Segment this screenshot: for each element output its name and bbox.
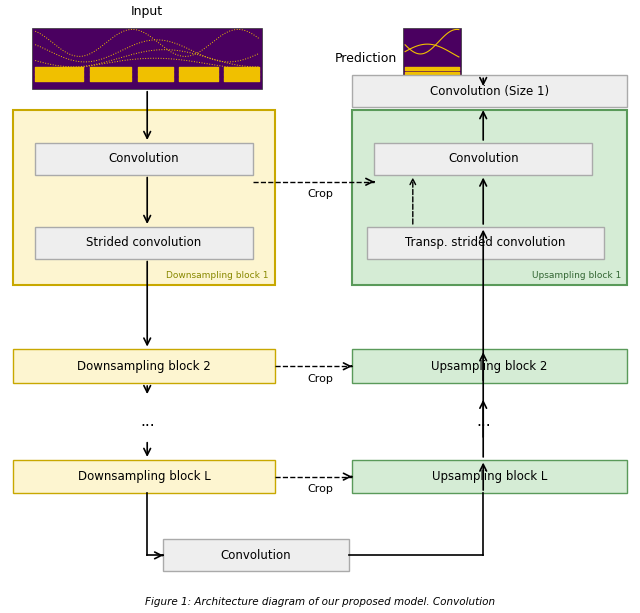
Text: Convolution (Size 1): Convolution (Size 1) xyxy=(430,85,549,98)
Text: Crop: Crop xyxy=(307,373,333,384)
Bar xyxy=(32,28,262,89)
Text: Upsampling block 1: Upsampling block 1 xyxy=(532,271,621,280)
Text: ...: ... xyxy=(476,414,490,429)
Bar xyxy=(35,143,253,175)
Text: Upsampling block 2: Upsampling block 2 xyxy=(431,360,548,373)
Bar xyxy=(352,349,627,383)
Text: Transp. strided convolution: Transp. strided convolution xyxy=(405,236,565,249)
Text: Downsampling block 1: Downsampling block 1 xyxy=(166,271,269,280)
Text: Input: Input xyxy=(131,6,163,18)
Text: Figure 1: Architecture diagram of our proposed model. Convolution: Figure 1: Architecture diagram of our pr… xyxy=(145,597,495,607)
Text: Strided convolution: Strided convolution xyxy=(86,236,202,249)
Bar xyxy=(352,110,627,285)
Text: Upsampling block L: Upsampling block L xyxy=(432,470,547,483)
Bar xyxy=(374,143,592,175)
Text: Downsampling block L: Downsampling block L xyxy=(77,470,211,483)
Text: Convolution: Convolution xyxy=(221,549,291,562)
Bar xyxy=(163,539,349,571)
Bar xyxy=(35,227,253,259)
Bar xyxy=(403,28,461,89)
Bar xyxy=(13,110,275,285)
Bar xyxy=(352,460,627,493)
Bar xyxy=(13,349,275,383)
Text: Convolution: Convolution xyxy=(448,152,518,166)
Text: Prediction: Prediction xyxy=(335,51,397,65)
Text: ...: ... xyxy=(140,414,154,429)
Text: Convolution: Convolution xyxy=(109,152,179,166)
Text: Crop: Crop xyxy=(307,484,333,494)
Bar xyxy=(367,227,604,259)
Bar xyxy=(352,75,627,107)
Text: Downsampling block 2: Downsampling block 2 xyxy=(77,360,211,373)
Text: Crop: Crop xyxy=(307,189,333,199)
Bar xyxy=(13,460,275,493)
